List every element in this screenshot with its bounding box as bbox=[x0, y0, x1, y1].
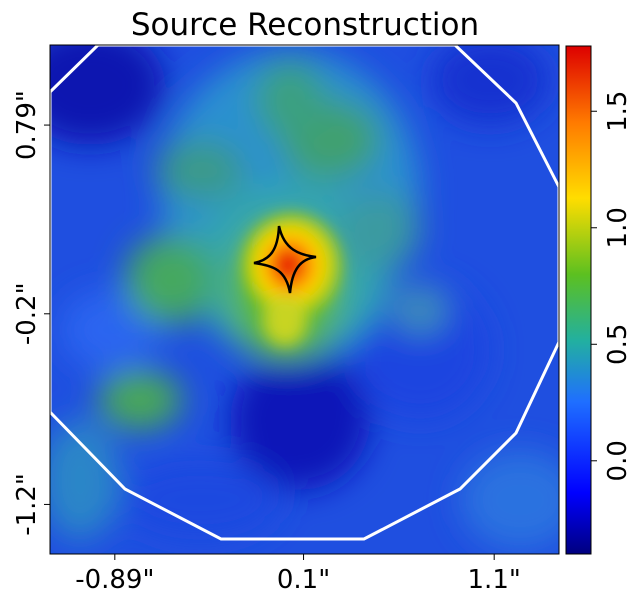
colorbar-ticks: 0.0 0.5 1.0 1.5 bbox=[591, 91, 633, 481]
colorbar-tick-label: 1.0 bbox=[603, 207, 633, 248]
colorbar-gradient bbox=[565, 45, 592, 555]
colorbar-tick-label: 1.5 bbox=[603, 91, 633, 132]
x-axis: -0.89" 0.1" 1.1" bbox=[75, 554, 521, 595]
y-tick-label: 0.79" bbox=[12, 90, 42, 160]
colorbar-tick-label: 0.5 bbox=[603, 324, 633, 365]
heatmap-image bbox=[50, 45, 559, 554]
x-tick-label: -0.89" bbox=[75, 565, 154, 595]
x-tick-label: 1.1" bbox=[468, 565, 521, 595]
mask-border bbox=[50, 45, 559, 541]
colorbar-tick-label: 0.0 bbox=[603, 440, 633, 481]
x-tick-label: 0.1" bbox=[277, 565, 330, 595]
plot-frame bbox=[49, 44, 560, 555]
y-tick-label: -0.2" bbox=[12, 282, 42, 345]
colorbar: 0.0 0.5 1.0 1.5 bbox=[565, 45, 633, 555]
chart-title: Source Reconstruction bbox=[131, 7, 479, 43]
y-tick-label: -1.2" bbox=[12, 473, 42, 536]
caustic-curve bbox=[253, 225, 317, 294]
y-axis: 0.79" -0.2" -1.2" bbox=[12, 90, 50, 536]
